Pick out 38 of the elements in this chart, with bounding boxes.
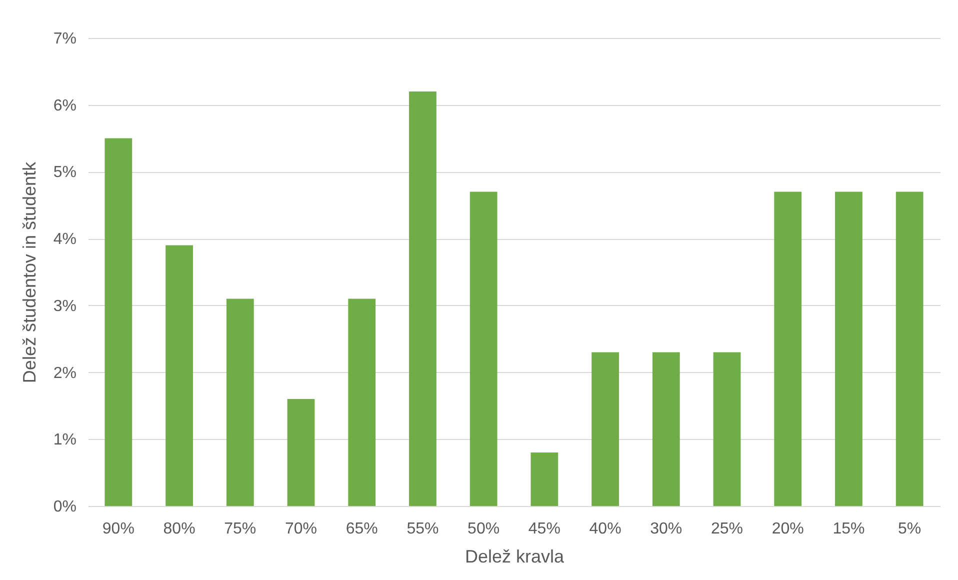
y-axis-title: Delež študentov in študentk bbox=[19, 160, 40, 384]
x-tick-label: 70% bbox=[284, 520, 318, 538]
y-tick-label: 6% bbox=[53, 97, 76, 114]
bar bbox=[104, 138, 132, 506]
y-tick-label: 1% bbox=[53, 432, 76, 449]
bar bbox=[166, 245, 193, 506]
x-tick-label: 50% bbox=[468, 520, 500, 538]
x-tick-label: 45% bbox=[528, 520, 560, 538]
bar bbox=[348, 298, 376, 506]
y-tick-label: 3% bbox=[53, 298, 76, 315]
y-tick-label: 0% bbox=[53, 498, 76, 516]
x-tick-label: 65% bbox=[346, 520, 378, 538]
x-tick-label: 20% bbox=[772, 520, 804, 538]
x-tick-label: 40% bbox=[589, 520, 622, 538]
x-axis-title: Delež kravla bbox=[464, 546, 565, 566]
y-tick-label: 2% bbox=[53, 364, 76, 382]
x-tick-label: 55% bbox=[406, 520, 439, 538]
x-tick-label: 80% bbox=[163, 520, 196, 538]
y-tick-label: 5% bbox=[53, 164, 76, 182]
bar bbox=[652, 352, 680, 506]
x-tick-label: 25% bbox=[710, 520, 744, 538]
bar bbox=[287, 399, 315, 506]
y-tick-label: 7% bbox=[53, 30, 76, 48]
x-tick-label: 90% bbox=[102, 520, 134, 538]
bar bbox=[470, 192, 498, 506]
bar bbox=[409, 91, 436, 506]
x-tick-label: 5% bbox=[898, 520, 922, 538]
y-tick-label: 4% bbox=[53, 231, 76, 248]
bar bbox=[835, 192, 862, 506]
bar bbox=[530, 452, 558, 506]
bar bbox=[226, 298, 254, 506]
x-tick-label: 30% bbox=[650, 520, 682, 538]
bar bbox=[774, 192, 802, 506]
x-tick-label: 75% bbox=[224, 520, 256, 538]
bar bbox=[592, 352, 619, 506]
x-tick-label: 15% bbox=[832, 520, 865, 538]
bar bbox=[713, 352, 741, 506]
bar bbox=[896, 192, 924, 506]
